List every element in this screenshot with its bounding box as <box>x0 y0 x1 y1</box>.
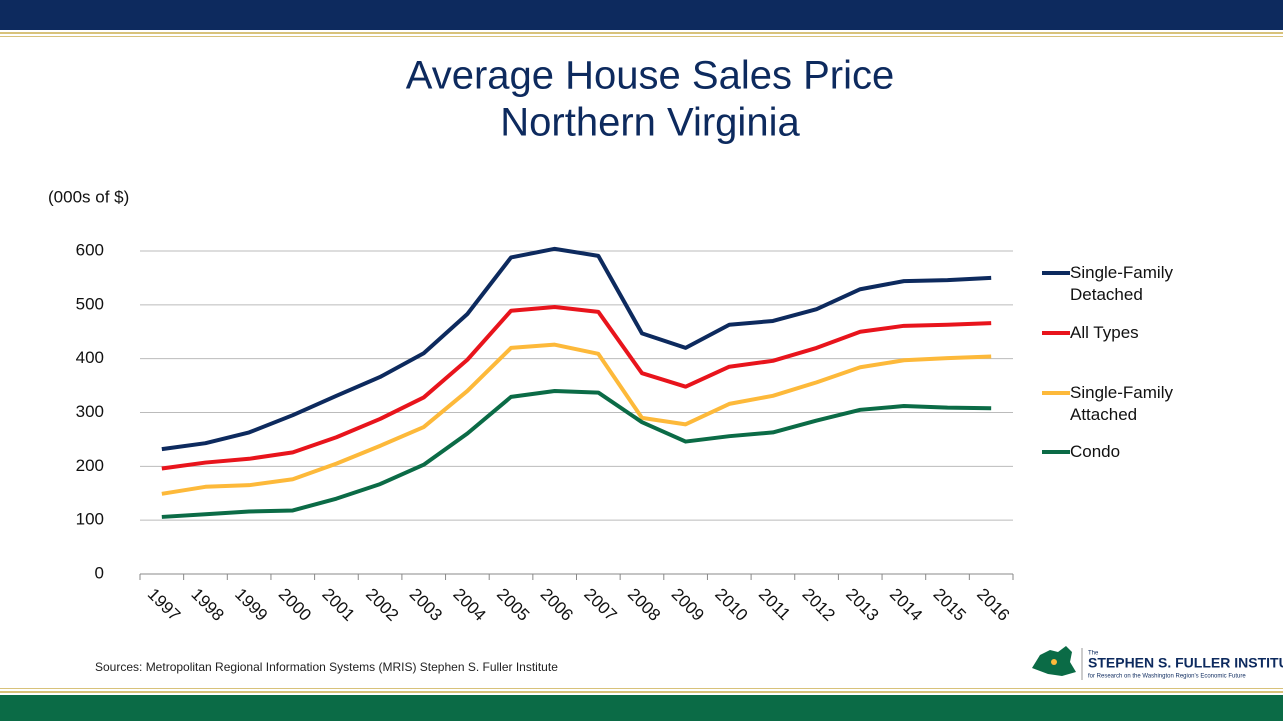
bottom-rule <box>0 691 1283 693</box>
x-tick-label: 2011 <box>755 585 794 624</box>
x-tick-label: 2009 <box>668 585 708 625</box>
legend-label: Single-Family Detached <box>1070 263 1173 304</box>
x-tick-label: 2010 <box>711 585 751 625</box>
y-tick-label: 300 <box>76 402 104 421</box>
legend-swatch <box>1042 391 1070 395</box>
legend-item: All Types <box>1042 322 1200 344</box>
y-tick-label: 500 <box>76 294 104 313</box>
x-tick-label: 2006 <box>537 585 577 625</box>
series-line <box>161 342 992 496</box>
series-line <box>161 304 992 471</box>
x-tick-label: 2014 <box>886 585 926 625</box>
top-rule <box>0 32 1283 34</box>
x-tick-label: 2007 <box>580 585 620 625</box>
logo-tagline: for Research on the Washington Region's … <box>1088 674 1246 680</box>
x-tick-label: 1997 <box>144 585 184 625</box>
y-tick-label: 600 <box>76 240 104 259</box>
legend-label: All Types <box>1070 323 1139 342</box>
top-bar <box>0 0 1283 30</box>
source: Sources: Metropolitan Regional Informati… <box>95 660 558 674</box>
top-rule <box>0 36 1283 37</box>
legend-item: Single-Family Attached <box>1042 382 1200 426</box>
x-tick-label: 2003 <box>406 585 446 625</box>
y-tick-label: 100 <box>76 510 104 529</box>
legend-label: Single-Family Attached <box>1070 383 1173 424</box>
x-tick-label: 2000 <box>275 585 315 625</box>
logo-name: STEPHEN S. FULLER INSTITUTE <box>1088 655 1283 671</box>
bottom-bar <box>0 695 1283 721</box>
y-tick-label: 400 <box>76 348 104 367</box>
legend-item: Condo <box>1042 441 1200 463</box>
y-tick-label: 0 <box>95 563 104 582</box>
x-tick-label: 1998 <box>187 585 227 625</box>
logo-small: The <box>1088 651 1099 657</box>
x-tick-label: 2013 <box>842 585 882 625</box>
logo-dot <box>1051 659 1057 665</box>
legend-item: Single-Family Detached <box>1042 262 1200 306</box>
legend-label: Condo <box>1070 442 1121 461</box>
legend-swatch <box>1042 450 1070 454</box>
chart-title: Average House Sales Price <box>406 54 894 98</box>
x-tick-label: 1999 <box>231 585 271 625</box>
x-tick-label: 2012 <box>799 585 839 625</box>
legend-swatch <box>1042 331 1070 335</box>
x-tick-label: 2016 <box>973 585 1013 625</box>
x-tick-label: 2005 <box>493 585 533 625</box>
series-line <box>161 388 992 519</box>
series-line <box>161 246 992 452</box>
legend-swatch <box>1042 271 1070 275</box>
x-tick-label: 2008 <box>624 585 664 625</box>
x-tick-label: 2004 <box>449 585 489 625</box>
bottom-rule <box>0 688 1283 689</box>
x-tick-label: 2015 <box>930 585 970 625</box>
chart-subtitle: Northern Virginia <box>500 101 800 145</box>
y-tick-label: 200 <box>76 456 104 475</box>
x-tick-label: 2001 <box>318 585 358 625</box>
y-axis-label: (000s of $) <box>48 187 129 206</box>
x-tick-label: 2002 <box>362 585 402 625</box>
